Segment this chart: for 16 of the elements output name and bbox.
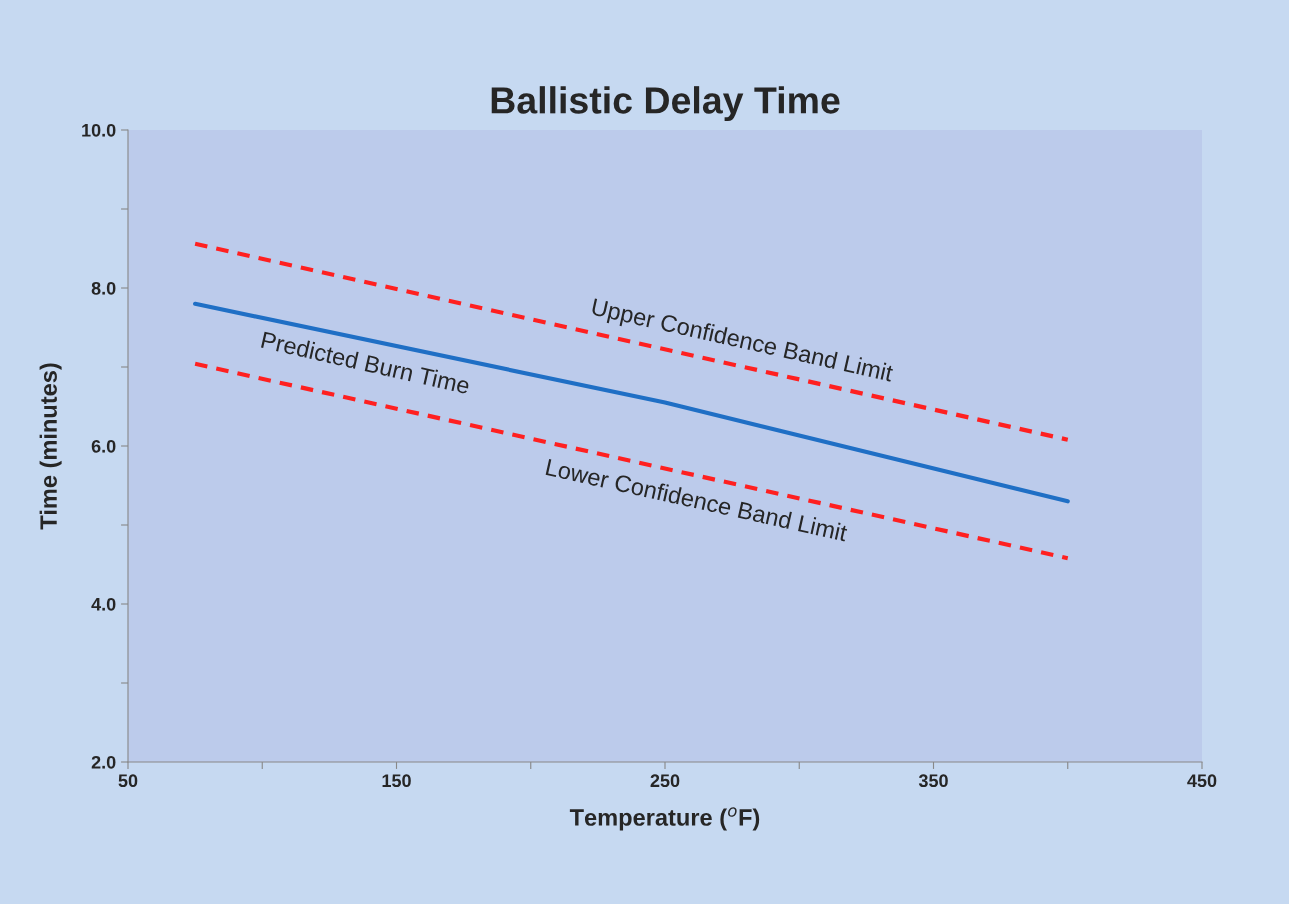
x-tick-label: 450 — [1187, 774, 1217, 788]
x-tick-label: 50 — [118, 774, 138, 788]
x-tick-label: 250 — [650, 774, 680, 788]
text: Lower Confidence Band Limit — [545, 458, 849, 542]
text: Upper Confidence Band Limit — [590, 297, 895, 387]
y-tick-label: 4.0 — [91, 597, 116, 611]
y-tick-label: 10.0 — [82, 123, 116, 137]
chart-title: Ballistic Delay Time — [491, 86, 840, 122]
text: Predicted Burn Time — [260, 330, 471, 395]
x-tick-label: 350 — [918, 774, 948, 788]
y-tick-label: 2.0 — [91, 755, 116, 769]
y-axis-title: Time (minutes) — [39, 363, 62, 530]
x-axis-title: Temperature ($^{o}$F) — [569, 807, 760, 831]
y-tick-label: 6.0 — [91, 439, 116, 453]
y-tick-label: 8.0 — [91, 281, 116, 295]
x-tick-label: 150 — [382, 774, 411, 788]
